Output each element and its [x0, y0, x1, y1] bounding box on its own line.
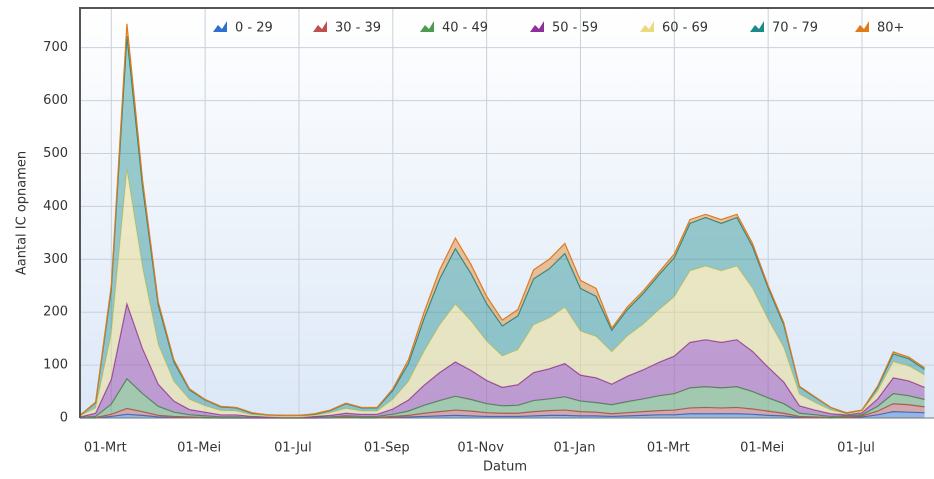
y-tick-label: 400 [43, 199, 68, 214]
area-line [79, 169, 925, 418]
x-tick-label: 01-Nov [457, 441, 504, 456]
legend-icon [530, 21, 544, 32]
legend-label: 60 - 69 [662, 21, 708, 36]
legend-label: 50 - 59 [552, 21, 598, 36]
legend-icon [640, 21, 654, 32]
area [80, 169, 925, 418]
y-axis-title: Aantal IC opnamen [15, 151, 30, 275]
area [80, 411, 925, 418]
area-line [79, 377, 925, 419]
y-tick-label: 500 [43, 146, 68, 161]
x-tick-label: 01-Sep [364, 441, 410, 456]
legend-label: 0 - 29 [235, 21, 273, 36]
y-tick-label: 200 [43, 305, 68, 320]
area [80, 378, 925, 418]
y-tick-label: 100 [43, 358, 68, 373]
legend-icon [420, 21, 434, 32]
plot-frame [79, 7, 934, 418]
x-tick-label: 01-Mei [177, 441, 221, 456]
legend-icon [855, 21, 869, 32]
legend-label: 80+ [877, 21, 904, 36]
area [80, 36, 925, 417]
x-tick-label: 01-Jul [837, 441, 875, 456]
x-tick-label: 01-Mei [740, 441, 784, 456]
plot-background [80, 8, 934, 418]
area [80, 303, 925, 418]
area [80, 403, 925, 418]
y-tick-label: 700 [43, 40, 68, 55]
x-tick-label: 01-Jan [553, 441, 595, 456]
area-line [79, 23, 925, 416]
x-tick-label: 01-Mrt [647, 441, 690, 456]
x-axis-title: Datum [483, 460, 527, 475]
legend-icon [213, 21, 227, 32]
legend-label: 40 - 49 [442, 21, 488, 36]
y-tick-label: 600 [43, 93, 68, 108]
x-tick-label: 01-Jul [274, 441, 312, 456]
legend-label: 30 - 39 [335, 21, 381, 36]
legend-icon [750, 21, 764, 32]
area-line [79, 301, 925, 419]
legend-label: 70 - 79 [772, 21, 818, 36]
legend-icon [313, 21, 327, 32]
y-tick-label: 300 [43, 252, 68, 267]
x-tick-label: 01-Mrt [84, 441, 127, 456]
y-tick-label: 0 [60, 411, 68, 426]
